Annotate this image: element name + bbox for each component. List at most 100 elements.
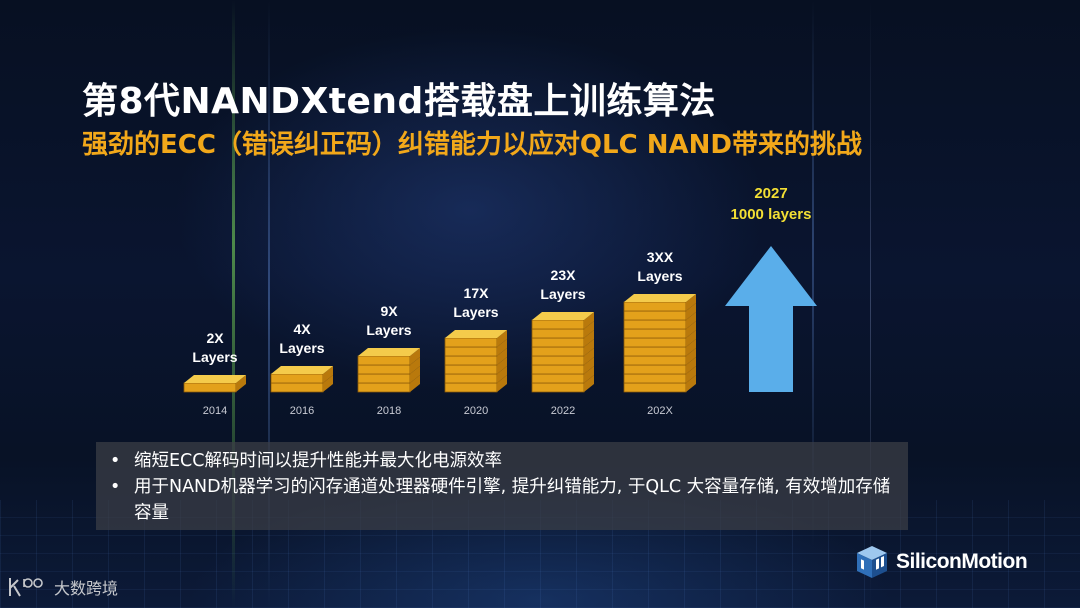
layer-side bbox=[410, 357, 420, 374]
layer-front bbox=[270, 373, 324, 384]
bar-label: Layers bbox=[366, 322, 411, 338]
layer-side bbox=[497, 366, 507, 383]
layer-front bbox=[270, 382, 324, 393]
layer-front bbox=[623, 346, 687, 357]
layer-top bbox=[532, 312, 594, 320]
bullet-dot: • bbox=[110, 451, 121, 471]
layer-stack bbox=[357, 348, 420, 393]
future-layers-label: 1000 layers bbox=[731, 206, 812, 223]
layer-top bbox=[624, 294, 696, 302]
layer-side bbox=[497, 357, 507, 374]
layer-side bbox=[686, 312, 696, 329]
layer-front bbox=[623, 319, 687, 330]
year-label: 2016 bbox=[290, 405, 314, 417]
bullet-text: 缩短ECC解码时间以提升性能并最大化电源效率 bbox=[134, 451, 502, 471]
layer-top bbox=[358, 348, 420, 356]
layer-front bbox=[357, 364, 411, 375]
layer-stack bbox=[444, 330, 507, 393]
layer-side bbox=[497, 348, 507, 365]
layer-front bbox=[444, 355, 498, 366]
layer-side bbox=[686, 339, 696, 356]
layer-side bbox=[584, 330, 594, 347]
layer-stack bbox=[270, 366, 333, 393]
layer-front bbox=[623, 364, 687, 375]
layer-side bbox=[584, 348, 594, 365]
layer-front bbox=[623, 373, 687, 384]
year-label: 2022 bbox=[551, 405, 575, 417]
layer-side bbox=[686, 375, 696, 392]
logo-text: SiliconMotion bbox=[896, 550, 1028, 573]
bar-label: Layers bbox=[637, 268, 682, 284]
slide-subtitle: 强劲的ECC（错误纠正码）纠错能力以应对QLC NAND带来的挑战 bbox=[82, 130, 862, 160]
layer-front bbox=[444, 337, 498, 348]
layer-side bbox=[686, 294, 696, 311]
bullet-item: • 缩短ECC解码时间以提升性能并最大化电源效率 bbox=[110, 448, 900, 474]
layer-front bbox=[623, 328, 687, 339]
layer-front bbox=[183, 382, 237, 393]
layer-front bbox=[531, 346, 585, 357]
layer-side bbox=[584, 366, 594, 383]
bar-label: 9X bbox=[380, 303, 398, 319]
layer-front bbox=[444, 346, 498, 357]
layer-side bbox=[410, 375, 420, 392]
bar-label: 2X bbox=[206, 330, 224, 346]
layer-side bbox=[584, 321, 594, 338]
layer-front bbox=[357, 382, 411, 393]
year-label: 202X bbox=[647, 405, 673, 417]
layer-side bbox=[584, 312, 594, 329]
layer-front bbox=[357, 355, 411, 366]
layer-side bbox=[410, 348, 420, 365]
layer-side bbox=[497, 330, 507, 347]
layer-stack bbox=[183, 375, 246, 393]
layer-side bbox=[410, 366, 420, 383]
layer-front bbox=[623, 337, 687, 348]
bar-label: 17X bbox=[464, 285, 490, 301]
year-label: 2014 bbox=[203, 405, 227, 417]
bar-label: Layers bbox=[453, 304, 498, 320]
layer-side bbox=[584, 375, 594, 392]
layer-front bbox=[444, 364, 498, 375]
bullet-list: • 缩短ECC解码时间以提升性能并最大化电源效率 • 用于NAND机器学习的闪存… bbox=[96, 442, 908, 530]
year-label: 2018 bbox=[377, 405, 401, 417]
layer-side bbox=[584, 357, 594, 374]
bullet-item: • 用于NAND机器学习的闪存通道处理器硬件引擎, 提升纠错能力, 于QLC 大… bbox=[110, 474, 900, 526]
slide-title: 第8代NANDXtend搭载盘上训练算法 bbox=[82, 81, 716, 122]
k100-watermark-icon bbox=[9, 578, 43, 597]
layer-side bbox=[497, 339, 507, 356]
layer-front bbox=[444, 373, 498, 384]
layer-side bbox=[686, 330, 696, 347]
bar-label: 4X bbox=[293, 321, 311, 337]
layer-front bbox=[444, 382, 498, 393]
layer-top bbox=[271, 366, 333, 374]
layer-side bbox=[686, 357, 696, 374]
bullet-dot: • bbox=[110, 477, 121, 497]
layer-side bbox=[236, 375, 246, 392]
bar-label: Layers bbox=[540, 286, 585, 302]
layer-front bbox=[531, 373, 585, 384]
layer-side bbox=[323, 366, 333, 383]
layer-front bbox=[623, 382, 687, 393]
layer-front bbox=[531, 364, 585, 375]
bullet-text: 用于NAND机器学习的闪存通道处理器硬件引擎, 提升纠错能力, 于QLC 大容量… bbox=[134, 477, 891, 523]
layer-front bbox=[623, 310, 687, 321]
layer-front bbox=[531, 337, 585, 348]
company-logo: SiliconMotion bbox=[854, 544, 1028, 580]
bar-label: Layers bbox=[279, 340, 324, 356]
up-arrow bbox=[725, 246, 817, 392]
layer-front bbox=[623, 301, 687, 312]
bar-label: 3XX bbox=[647, 249, 674, 265]
layer-top bbox=[184, 375, 246, 383]
layer-side bbox=[497, 375, 507, 392]
layer-side bbox=[323, 375, 333, 392]
layer-front bbox=[531, 355, 585, 366]
layer-side bbox=[686, 321, 696, 338]
silicon-motion-cube-icon bbox=[857, 546, 887, 578]
layer-top bbox=[445, 330, 507, 338]
future-year-label: 2027 bbox=[754, 185, 787, 202]
year-label: 2020 bbox=[464, 405, 488, 417]
watermark: 大数跨境 bbox=[6, 574, 118, 600]
layer-front bbox=[531, 382, 585, 393]
layer-stack bbox=[623, 294, 696, 393]
